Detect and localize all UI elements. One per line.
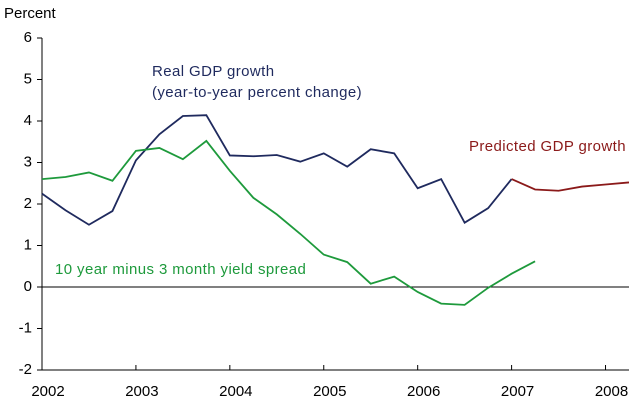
x-tick-label: 2006 [407, 383, 440, 400]
y-tick-label: 6 [24, 29, 32, 46]
series-label: Predicted GDP growth [469, 138, 626, 155]
y-tick-label: 5 [24, 70, 32, 87]
x-tick-label: 2007 [501, 383, 534, 400]
series-label: Real GDP growth [152, 63, 274, 80]
x-tick-label: 2008 [595, 383, 628, 400]
series-line [41, 114, 513, 226]
y-tick-label: 4 [24, 112, 32, 129]
y-axis-label: Percent [4, 5, 57, 22]
x-tick-label: 2003 [125, 383, 158, 400]
x-tick-label: 2004 [219, 383, 252, 400]
y-tick-label: -1 [19, 319, 32, 336]
y-tick-label: 1 [24, 236, 32, 253]
annotation: (year-to-year percent change) [152, 84, 362, 101]
x-tick-label: 2002 [31, 383, 64, 400]
y-tick-label: 2 [24, 195, 32, 212]
y-tick-label: 0 [24, 278, 32, 295]
series-line [511, 178, 629, 192]
x-tick-label: 2005 [313, 383, 346, 400]
series-line [41, 139, 536, 306]
y-tick-label: -2 [19, 361, 32, 378]
y-tick-label: 3 [24, 153, 32, 170]
series-label: 10 year minus 3 month yield spread [55, 261, 306, 278]
